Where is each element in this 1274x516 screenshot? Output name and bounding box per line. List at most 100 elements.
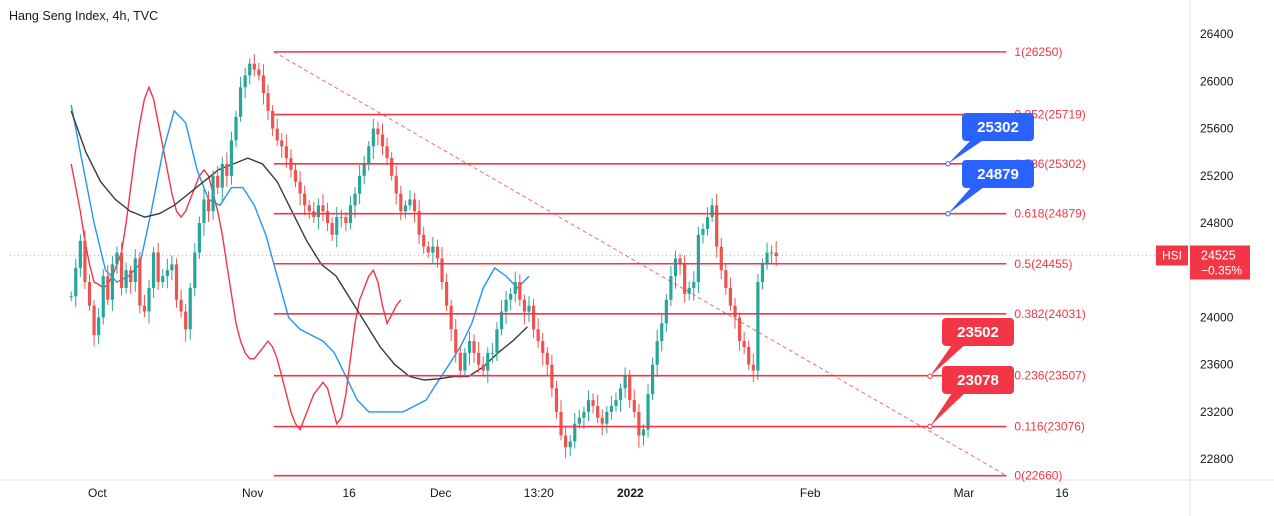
price-callout[interactable]: 23078: [927, 366, 1014, 429]
candle-body: [472, 341, 476, 353]
candle-body: [142, 305, 147, 312]
candle-body: [467, 341, 472, 353]
candle-body: [124, 270, 128, 288]
candle-body: [554, 388, 559, 412]
candle-body: [115, 252, 119, 265]
candle-body: [559, 411, 563, 436]
candle-body: [298, 181, 302, 194]
candle-body: [728, 287, 733, 306]
callout-anchor-dot: [945, 161, 951, 167]
candle-body: [687, 287, 691, 294]
candle-body: [586, 400, 591, 412]
candle-body: [719, 246, 723, 271]
y-tick-label: 23200: [1200, 405, 1234, 419]
candle-body: [280, 140, 284, 147]
candle-body: [188, 287, 192, 330]
candle-body: [74, 267, 78, 297]
candle-body: [358, 175, 362, 194]
x-tick-label: Dec: [430, 486, 451, 500]
callout-box: [942, 318, 1014, 346]
candle-body: [426, 246, 430, 253]
candle-body: [550, 364, 554, 389]
candle-body: [138, 258, 142, 306]
candle-body: [376, 128, 380, 135]
price-callout[interactable]: 24879: [945, 160, 1034, 217]
candle-body: [513, 282, 517, 294]
candle-body: [403, 205, 407, 212]
x-tick-label: Mar: [954, 486, 975, 500]
candle-body: [664, 299, 668, 324]
candle-body: [179, 299, 183, 312]
price-callouts: 25302 24879 23502 23078: [927, 113, 1034, 429]
y-tick-label: 24800: [1200, 216, 1234, 230]
candle-body: [477, 352, 481, 365]
candle-body: [119, 252, 124, 288]
candle-body: [174, 264, 179, 300]
candle-body: [756, 282, 760, 371]
candle-body: [229, 140, 234, 176]
candle-body: [147, 287, 151, 312]
symbol-tag-label: HSI: [1162, 248, 1182, 262]
candle-body: [225, 164, 229, 176]
candle-body: [499, 311, 504, 330]
candle-body: [170, 264, 174, 271]
candle-body: [380, 134, 385, 147]
candle-body: [509, 293, 513, 300]
candle-body: [335, 217, 339, 235]
candle-body: [692, 282, 696, 288]
candle-body: [701, 228, 705, 235]
candle-body: [646, 394, 650, 430]
candle-body: [87, 282, 92, 306]
candle-body: [609, 405, 613, 412]
price-callout[interactable]: 25302: [945, 113, 1034, 167]
chart-title: Hang Seng Index, 4h, TVC: [9, 9, 159, 23]
callout-label: 24879: [977, 166, 1019, 183]
y-tick-label: 25600: [1200, 122, 1234, 136]
candle-body: [271, 110, 275, 129]
fib-level-label: 0.236(23507): [1014, 369, 1085, 383]
x-tick-label: 16: [1055, 486, 1069, 500]
candle-body: [339, 217, 343, 219]
candle-body: [408, 199, 412, 206]
candle-body: [495, 329, 499, 353]
candle-body: [564, 435, 568, 448]
moving-average-line: [70, 110, 528, 381]
candle-body: [161, 276, 165, 283]
y-tick-label: 22800: [1200, 452, 1234, 466]
candle-body: [193, 252, 197, 288]
y-tick-label: 26400: [1200, 27, 1234, 41]
candle-body: [737, 317, 742, 342]
callout-pointer: [930, 342, 968, 377]
candle-body: [632, 400, 636, 412]
candle-body: [216, 175, 220, 188]
fib-level-label: 0(22660): [1014, 469, 1062, 483]
candle-body: [573, 423, 577, 442]
candle-body: [673, 258, 678, 277]
callout-label: 23502: [957, 324, 999, 341]
candlesticks: [69, 54, 778, 459]
candle-body: [490, 352, 494, 354]
symbol-tag: [1156, 245, 1188, 266]
candle-body: [252, 63, 256, 70]
candle-body: [394, 175, 398, 194]
candle-body: [151, 252, 156, 288]
price-callout[interactable]: 23502: [927, 318, 1014, 379]
candle-body: [770, 252, 774, 254]
candle-body: [412, 199, 417, 212]
candle-body: [765, 252, 769, 265]
candle-body: [92, 305, 96, 336]
candle-body: [527, 305, 531, 312]
callout-pointer: [948, 137, 988, 164]
candle-body: [747, 346, 751, 365]
candle-body: [536, 329, 540, 342]
trendline: [273, 51, 1007, 477]
candle-body: [683, 264, 687, 294]
y-tick-label: 24000: [1200, 310, 1234, 324]
candle-body: [600, 417, 604, 424]
candle-body: [628, 376, 632, 401]
candle-body: [344, 217, 348, 224]
candle-body: [440, 258, 444, 283]
callout-box: [962, 113, 1034, 141]
callout-anchor-dot: [945, 211, 951, 217]
